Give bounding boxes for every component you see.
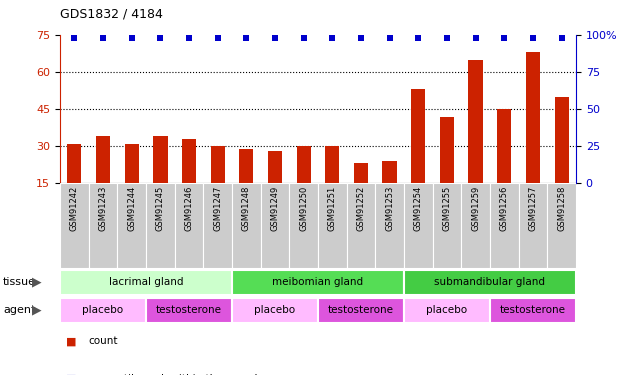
FancyBboxPatch shape xyxy=(547,183,576,268)
Bar xyxy=(124,144,139,183)
Bar xyxy=(354,164,368,183)
Text: GSM91255: GSM91255 xyxy=(443,186,451,231)
Text: GSM91244: GSM91244 xyxy=(127,186,136,231)
Bar xyxy=(497,109,512,183)
Bar xyxy=(526,52,540,183)
Bar xyxy=(325,146,340,183)
Text: meibomian gland: meibomian gland xyxy=(273,277,363,287)
Text: ■: ■ xyxy=(66,336,77,346)
Text: agent: agent xyxy=(3,305,35,315)
Point xyxy=(270,35,280,41)
FancyBboxPatch shape xyxy=(232,298,318,323)
Text: testosterone: testosterone xyxy=(156,305,222,315)
Text: GSM91243: GSM91243 xyxy=(99,186,107,231)
FancyBboxPatch shape xyxy=(89,183,117,268)
Text: percentile rank within the sample: percentile rank within the sample xyxy=(88,374,264,375)
Text: GSM91259: GSM91259 xyxy=(471,186,480,231)
Bar xyxy=(383,161,397,183)
Text: placebo: placebo xyxy=(83,305,124,315)
Text: GSM91250: GSM91250 xyxy=(299,186,308,231)
Point xyxy=(213,35,223,41)
FancyBboxPatch shape xyxy=(60,270,232,295)
Point xyxy=(242,35,252,41)
Text: GSM91242: GSM91242 xyxy=(70,186,79,231)
FancyBboxPatch shape xyxy=(461,183,490,268)
FancyBboxPatch shape xyxy=(404,298,490,323)
FancyBboxPatch shape xyxy=(318,298,404,323)
FancyBboxPatch shape xyxy=(146,298,232,323)
Text: GSM91257: GSM91257 xyxy=(528,186,538,231)
Point xyxy=(499,35,509,41)
FancyBboxPatch shape xyxy=(60,183,89,268)
Bar xyxy=(211,146,225,183)
Text: placebo: placebo xyxy=(255,305,296,315)
Point xyxy=(299,35,309,41)
Point xyxy=(528,35,538,41)
Text: submandibular gland: submandibular gland xyxy=(435,277,545,287)
Text: GSM91252: GSM91252 xyxy=(356,186,366,231)
FancyBboxPatch shape xyxy=(117,183,146,268)
Point xyxy=(414,35,424,41)
Text: ▶: ▶ xyxy=(32,304,42,317)
Text: GSM91253: GSM91253 xyxy=(385,186,394,231)
FancyBboxPatch shape xyxy=(519,183,547,268)
Point xyxy=(127,35,137,41)
Text: count: count xyxy=(88,336,117,346)
Point xyxy=(184,35,194,41)
Text: GDS1832 / 4184: GDS1832 / 4184 xyxy=(60,8,163,21)
Bar xyxy=(153,136,168,183)
Point xyxy=(384,35,394,41)
Text: GSM91245: GSM91245 xyxy=(156,186,165,231)
Point xyxy=(155,35,165,41)
Bar xyxy=(296,146,311,183)
FancyBboxPatch shape xyxy=(404,270,576,295)
Text: testosterone: testosterone xyxy=(328,305,394,315)
Text: placebo: placebo xyxy=(427,305,468,315)
Bar xyxy=(468,60,483,183)
Point xyxy=(471,35,481,41)
FancyBboxPatch shape xyxy=(261,183,289,268)
Bar xyxy=(182,139,196,183)
FancyBboxPatch shape xyxy=(289,183,318,268)
Point xyxy=(556,35,566,41)
Text: GSM91251: GSM91251 xyxy=(328,186,337,231)
Text: GSM91256: GSM91256 xyxy=(500,186,509,231)
FancyBboxPatch shape xyxy=(347,183,375,268)
Text: GSM91258: GSM91258 xyxy=(557,186,566,231)
Point xyxy=(98,35,108,41)
Bar xyxy=(239,148,253,183)
Point xyxy=(327,35,337,41)
FancyBboxPatch shape xyxy=(490,183,519,268)
Text: lacrimal gland: lacrimal gland xyxy=(109,277,183,287)
Text: ▶: ▶ xyxy=(32,276,42,289)
FancyBboxPatch shape xyxy=(232,183,261,268)
FancyBboxPatch shape xyxy=(203,183,232,268)
FancyBboxPatch shape xyxy=(318,183,347,268)
Text: GSM91248: GSM91248 xyxy=(242,186,251,231)
FancyBboxPatch shape xyxy=(375,183,404,268)
Text: GSM91247: GSM91247 xyxy=(213,186,222,231)
Text: GSM91246: GSM91246 xyxy=(184,186,194,231)
Text: tissue: tissue xyxy=(3,277,36,287)
FancyBboxPatch shape xyxy=(433,183,461,268)
FancyBboxPatch shape xyxy=(232,270,404,295)
Bar xyxy=(268,151,282,183)
Bar xyxy=(96,136,110,183)
Text: ■: ■ xyxy=(66,374,77,375)
Text: GSM91254: GSM91254 xyxy=(414,186,423,231)
FancyBboxPatch shape xyxy=(60,298,146,323)
Bar xyxy=(440,117,454,183)
Point xyxy=(442,35,452,41)
Point xyxy=(70,35,79,41)
FancyBboxPatch shape xyxy=(404,183,433,268)
FancyBboxPatch shape xyxy=(490,298,576,323)
Bar xyxy=(67,144,81,183)
Text: testosterone: testosterone xyxy=(500,305,566,315)
Bar xyxy=(555,97,569,183)
Bar xyxy=(411,89,425,183)
Text: GSM91249: GSM91249 xyxy=(271,186,279,231)
FancyBboxPatch shape xyxy=(175,183,203,268)
Point xyxy=(356,35,366,41)
FancyBboxPatch shape xyxy=(146,183,175,268)
